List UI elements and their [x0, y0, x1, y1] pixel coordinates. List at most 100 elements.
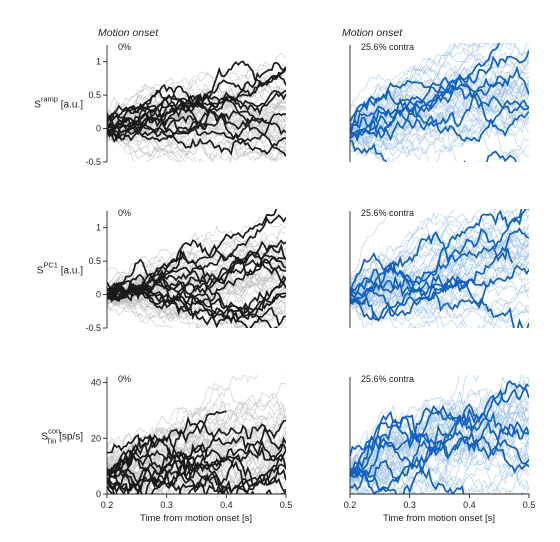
condition-label: 0% [118, 208, 131, 218]
condition-label: 25.6% contra [361, 374, 414, 384]
chart-panel-row1-right: 25.6% contra [349, 42, 529, 162]
x-tick-label: 0.2 [101, 500, 114, 510]
trace-background [350, 411, 529, 485]
x-tick-label: 0.3 [160, 500, 173, 510]
trace-highlight [107, 251, 286, 296]
trace-highlight [350, 230, 514, 292]
trace-highlight [350, 227, 529, 300]
trace-background [350, 288, 529, 321]
trace-highlight [350, 419, 529, 494]
trace-highlight [350, 79, 506, 142]
trace-background [107, 132, 286, 162]
trace-highlight [107, 66, 286, 129]
trace-highlight [107, 442, 273, 494]
trace-highlight [350, 43, 500, 135]
trace-background [107, 130, 286, 162]
trace-background [107, 64, 286, 118]
trace-background [350, 442, 529, 485]
trace-background [350, 209, 529, 296]
trace-background [350, 442, 529, 494]
trace-background [350, 108, 529, 162]
x-axis-label-right: Time from motion onset [s] [383, 513, 495, 524]
trace-background [350, 402, 529, 489]
panel-grid: -0.5 0 0.5 1 0% Sramp [a.u.] 25.6% contra -0.5 0… [34, 42, 536, 510]
y-axis-label: Scon Tin [sp/s] [41, 427, 83, 446]
trace-background [107, 234, 286, 285]
traces [107, 52, 286, 162]
trace-background [107, 401, 286, 466]
trace-highlight [107, 120, 208, 142]
trace-highlight [350, 410, 529, 478]
y-tick-label: 0.5 [88, 90, 101, 100]
trace-background [107, 273, 286, 311]
trace-background [107, 445, 286, 492]
y-tick-label: 20 [91, 433, 101, 443]
traces [107, 375, 286, 494]
x-tick-label: 0.4 [220, 500, 233, 510]
trace-background [107, 383, 286, 468]
trace-background [350, 74, 529, 146]
x-tick-label: 0.5 [280, 500, 293, 510]
trace-background [107, 128, 286, 162]
y-tick-label: 1 [96, 223, 101, 233]
trace-background [107, 412, 286, 476]
trace-background [350, 53, 529, 111]
trace-highlight [350, 50, 529, 130]
trace-highlight [107, 106, 286, 156]
trace-highlight [107, 449, 286, 494]
trace-background [350, 463, 529, 494]
y-tick-label: 0.5 [88, 256, 101, 266]
trace-background [107, 232, 286, 292]
trace-background [107, 422, 286, 466]
trace-background [107, 292, 286, 328]
trace-highlight [107, 281, 286, 321]
chart-panel-row2-left: -0.5 0 0.5 1 0% SPC1 [a.u.] [37, 208, 286, 333]
condition-label: 0% [118, 42, 131, 52]
y-tick-label: 0 [96, 290, 101, 300]
trace-background [350, 281, 529, 328]
trace-background [350, 210, 529, 309]
y-tick-label: -0.5 [85, 157, 101, 167]
trace-background [350, 276, 529, 327]
trace-background [107, 85, 286, 129]
trace-background [107, 106, 286, 142]
trace-background [350, 284, 529, 328]
trace-highlight [107, 433, 286, 489]
trace-background [107, 464, 186, 494]
chart-panel-row1-left: -0.5 0 0.5 1 0% Sramp [a.u.] [34, 42, 286, 167]
trace-background [350, 126, 529, 161]
trace-highlight [350, 65, 529, 140]
condition-label: 0% [118, 374, 131, 384]
trace-highlight [350, 209, 529, 305]
trace-background [350, 410, 529, 477]
trace-background [350, 51, 529, 121]
traces [350, 43, 529, 162]
trace-highlight [107, 209, 278, 296]
trace-highlight [107, 102, 254, 138]
y-tick-label: -0.5 [85, 323, 101, 333]
x-tick-label: 0.4 [463, 500, 476, 510]
trace-highlight [107, 123, 286, 157]
condition-label: 25.6% contra [361, 42, 414, 52]
trace-background [350, 397, 529, 488]
traces [350, 209, 529, 328]
trace-highlight [350, 209, 523, 323]
trace-background [350, 446, 529, 482]
trace-background [350, 209, 409, 279]
chart-panel-row3-right: 0.2 0.3 0.4 0.5 25.6% contra [344, 374, 536, 510]
trace-background [107, 127, 286, 162]
trace-background [107, 429, 286, 483]
trace-background [350, 466, 515, 494]
trace-background [350, 466, 398, 494]
trace-highlight [107, 93, 286, 137]
trace-highlight [350, 83, 529, 137]
trace-background [350, 86, 529, 149]
trace-background [107, 462, 173, 494]
trace-highlight [350, 251, 529, 310]
trace-background [350, 292, 529, 328]
trace-background [350, 103, 529, 149]
chart-panel-row2-right: 25.6% contra [349, 208, 529, 328]
trace-highlight [107, 60, 286, 124]
trace-background [350, 379, 529, 494]
